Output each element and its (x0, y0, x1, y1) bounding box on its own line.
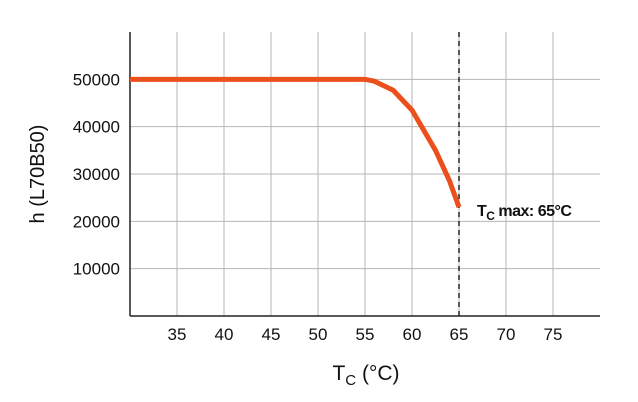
x-tick-label: 55 (356, 325, 375, 344)
y-axis-label: h (L70B50) (27, 125, 49, 224)
x-tick-label: 65 (450, 325, 469, 344)
annotation-main: T (477, 203, 487, 220)
annotation-sub: C (486, 209, 495, 223)
y-tick-label: 30000 (73, 165, 120, 184)
x-tick-label: 35 (168, 325, 187, 344)
x-axis-label: TC (°C) (332, 362, 399, 389)
x-tick-label: 75 (544, 325, 563, 344)
y-tick-label: 20000 (73, 212, 120, 231)
x-label-rest: (°C) (356, 362, 399, 385)
x-label-sub: C (345, 372, 356, 389)
x-tick-label: 60 (403, 325, 422, 344)
y-tick-label: 10000 (73, 260, 120, 279)
annotation-rest: max: 65°C (494, 203, 572, 220)
y-tick-label: 40000 (73, 118, 120, 137)
y-tick-label: 50000 (73, 70, 120, 89)
x-tick-label: 40 (215, 325, 234, 344)
limit-annotation: TC max: 65°C (477, 203, 572, 223)
x-tick-label: 45 (262, 325, 281, 344)
x-tick-label: 70 (497, 325, 516, 344)
x-label-main: T (332, 362, 345, 385)
x-tick-label: 50 (309, 325, 328, 344)
data-line (130, 76, 462, 208)
